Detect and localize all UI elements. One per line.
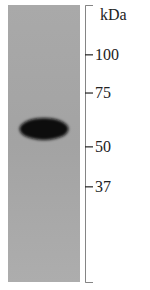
membrane — [8, 5, 80, 282]
tick-mark — [85, 92, 93, 93]
unit-label: kDa — [100, 6, 127, 23]
tick: 50 — [85, 138, 111, 155]
tick-mark — [85, 146, 93, 147]
tick: 37 — [85, 178, 111, 195]
tick: 100 — [85, 46, 119, 63]
tick-label: 37 — [95, 178, 111, 195]
figure: 100 75 50 37 kDa — [0, 0, 150, 290]
tick-label: 100 — [95, 46, 119, 63]
tick-mark — [85, 186, 93, 187]
band — [20, 118, 69, 140]
tick-label: 75 — [95, 84, 111, 101]
axis-line — [86, 6, 94, 283]
marker-axis: 100 75 50 37 — [85, 6, 119, 283]
tick: 75 — [85, 84, 111, 101]
bands — [20, 118, 69, 140]
tick-label: 50 — [95, 138, 111, 155]
tick-mark — [85, 54, 93, 55]
